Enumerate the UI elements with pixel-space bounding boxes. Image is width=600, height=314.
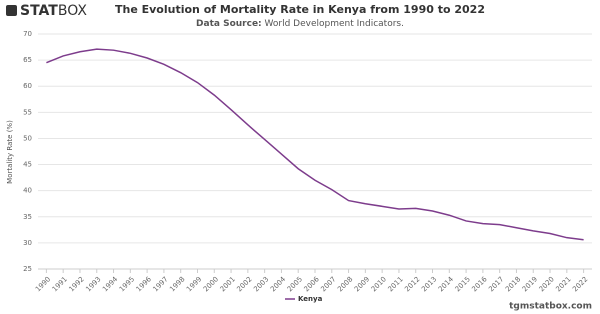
x-tick-label: 1998 — [168, 275, 186, 293]
x-tick-label: 2009 — [353, 275, 371, 293]
x-tick-label: 2008 — [336, 275, 354, 293]
y-tick-label: 30 — [23, 239, 32, 247]
logo-text: STATBOX — [20, 3, 87, 19]
chart-title: The Evolution of Mortality Rate in Kenya… — [115, 3, 485, 16]
logo-light: BOX — [58, 3, 87, 19]
x-tick-label: 2000 — [202, 275, 220, 293]
x-tick-label: 2022 — [571, 275, 589, 293]
x-tick-label: 1990 — [34, 275, 52, 293]
x-tick-label: 2005 — [286, 275, 304, 293]
y-tick-label: 65 — [23, 56, 32, 64]
x-tick-label: 2017 — [487, 275, 505, 293]
x-tick-label: 1996 — [135, 275, 154, 294]
x-tick-label: 1992 — [68, 275, 86, 293]
x-tick-label: 2004 — [269, 275, 288, 294]
data-line — [46, 48, 584, 241]
x-tick-label: 2002 — [235, 275, 253, 293]
x-tick-label: 2014 — [437, 275, 456, 294]
x-tick-label: 2010 — [370, 275, 388, 293]
footer: tgmstatbox.com — [509, 302, 592, 312]
subtitle: Data Source: World Development Indicator… — [196, 19, 404, 29]
x-tick-label: 1997 — [151, 275, 169, 293]
y-tick-label: 40 — [23, 187, 32, 195]
x-tick-label: 2015 — [454, 275, 472, 293]
x-tick-label: 2001 — [219, 275, 237, 293]
x-tick-label: 1993 — [84, 275, 102, 293]
logo-icon — [6, 5, 17, 16]
y-axis-label: Mortality Rate (%) — [6, 120, 14, 184]
x-tick-label: 2020 — [538, 275, 556, 293]
x-tick-label: 2018 — [504, 275, 522, 293]
x-tick-label: 2011 — [387, 275, 405, 293]
y-tick-label: 50 — [23, 134, 32, 142]
legend-label: Kenya — [298, 295, 323, 303]
x-tick-label: 2013 — [420, 275, 438, 293]
y-tick-label: 35 — [23, 213, 32, 221]
subtitle-label: Data Source: — [196, 19, 262, 29]
x-tick-label: 2007 — [319, 275, 337, 293]
x-tick-label: 1999 — [185, 275, 203, 293]
subtitle-text: World Development Indicators. — [265, 19, 404, 29]
x-tick-label: 2016 — [470, 275, 489, 294]
x-tick-label: 2003 — [252, 275, 270, 293]
x-tick-label: 2021 — [554, 275, 572, 293]
y-tick-label: 25 — [23, 265, 32, 273]
x-tick-label: 1995 — [118, 275, 136, 293]
logo: STATBOX — [6, 3, 87, 19]
x-tick-label: 1991 — [51, 275, 69, 293]
y-tick-label: 45 — [23, 161, 32, 169]
y-tick-label: 70 — [23, 30, 32, 38]
y-tick-label: 55 — [23, 108, 32, 116]
x-tick-label: 2012 — [403, 275, 421, 293]
y-tick-label: 60 — [23, 82, 32, 90]
logo-bold: STAT — [20, 3, 58, 19]
x-tick-label: 1994 — [101, 275, 120, 294]
x-tick-label: 2019 — [521, 275, 539, 293]
x-tick-label: 2006 — [303, 275, 322, 294]
